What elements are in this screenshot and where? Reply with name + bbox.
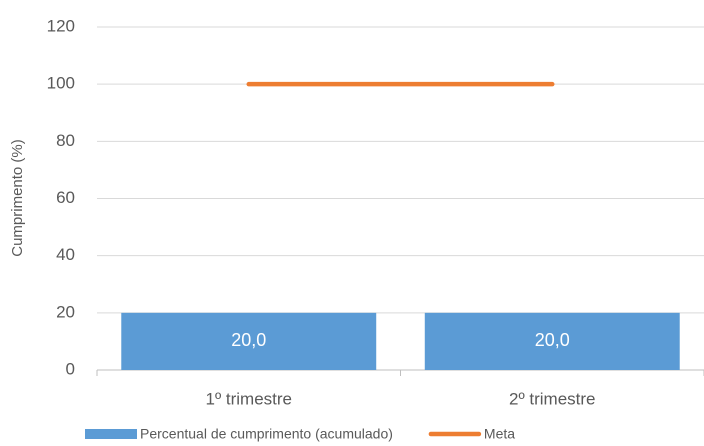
x-tick-label: 2º trimestre xyxy=(509,389,596,408)
y-tick-label: 20 xyxy=(56,302,75,321)
y-tick-label: 40 xyxy=(56,245,75,264)
y-tick-label: 120 xyxy=(47,16,75,35)
data-label: 20,0 xyxy=(231,330,266,350)
y-tick-label: 60 xyxy=(56,188,75,207)
legend-swatch xyxy=(85,429,137,439)
legend-label: Meta xyxy=(484,426,515,442)
legend-label: Percentual de cumprimento (acumulado) xyxy=(140,426,393,442)
data-label: 20,0 xyxy=(535,330,570,350)
x-tick-label: 1º trimestre xyxy=(205,389,292,408)
bar xyxy=(121,312,377,370)
y-tick-label: 0 xyxy=(66,359,75,378)
bar xyxy=(424,312,680,370)
y-tick-label: 100 xyxy=(47,74,75,93)
y-axis-title: Cumprimento (%) xyxy=(9,139,26,257)
y-tick-label: 80 xyxy=(56,131,75,150)
